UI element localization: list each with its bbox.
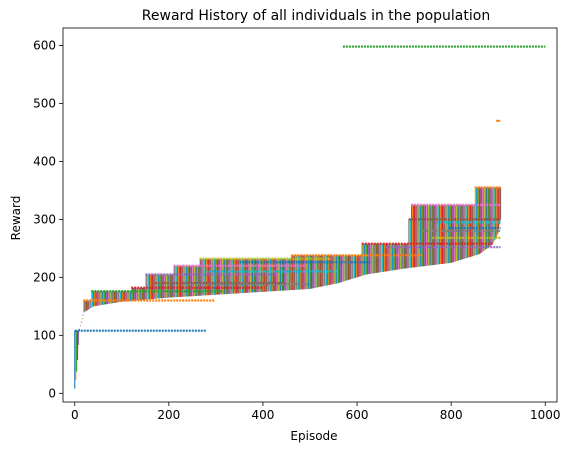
- y-tick-label-300: 300: [33, 212, 56, 226]
- x-axis-label: Episode: [290, 429, 337, 443]
- y-tick-label-200: 200: [33, 270, 56, 284]
- y-axis: 0 100 200 300 400 500 600: [33, 38, 63, 400]
- plot-frame: [62, 27, 558, 403]
- chart-title: Reward History of all individuals in the…: [142, 8, 490, 24]
- y-axis-label: Reward: [9, 196, 23, 241]
- x-tick-label-800: 800: [440, 408, 463, 422]
- x-tick-label-400: 400: [251, 408, 274, 422]
- data-marks: [74, 45, 546, 389]
- y-tick-label-0: 0: [48, 386, 56, 400]
- x-tick-label-0: 0: [71, 408, 79, 422]
- x-tick-label-600: 600: [346, 408, 369, 422]
- x-tick-label-200: 200: [157, 408, 180, 422]
- y-tick-label-100: 100: [33, 328, 56, 342]
- x-tick-label-1000: 1000: [530, 408, 561, 422]
- x-axis: 0 200 400 600 800 1000: [71, 402, 561, 422]
- y-tick-label-600: 600: [33, 38, 56, 52]
- outlier-point-0: [496, 119, 501, 122]
- y-tick-label-400: 400: [33, 154, 56, 168]
- y-tick-label-500: 500: [33, 96, 56, 110]
